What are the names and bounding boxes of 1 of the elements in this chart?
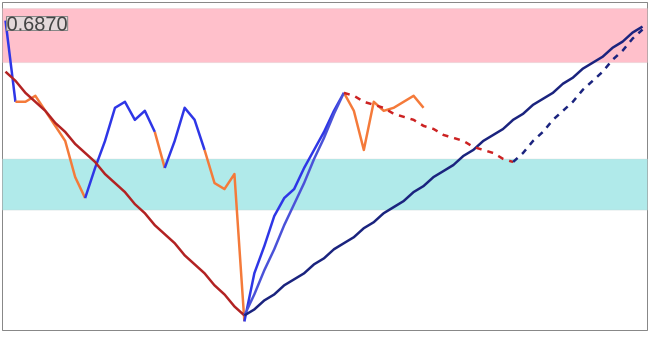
annotation: 0.6870: [6, 14, 68, 36]
